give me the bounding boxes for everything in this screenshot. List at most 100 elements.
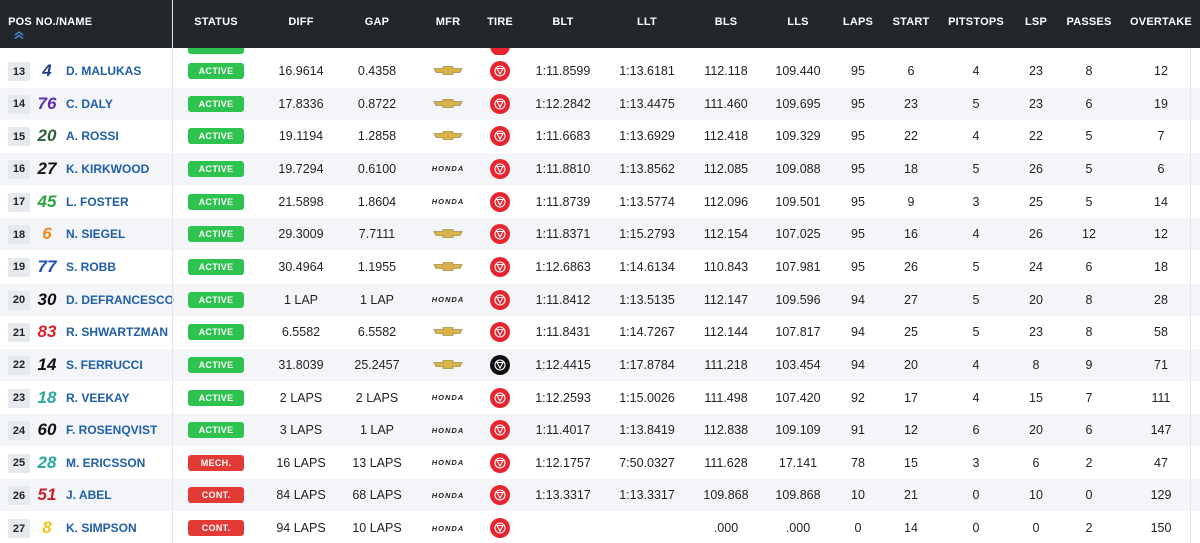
lls-value: 107.025 [775, 227, 821, 242]
laps-value: 95 [851, 129, 865, 144]
table-row[interactable]: 25 28 M. ERICSSON MECH. HONDA 16 LAPS 13 LAPS 1… [0, 447, 1200, 479]
col-bls[interactable]: BLS [714, 16, 738, 28]
driver-name-link[interactable]: L. FOSTER [66, 194, 129, 209]
table-row[interactable]: 20 30 D. DEFRANCESCO ACTIVE HONDA 1 LAP 1 LAP 1… [0, 283, 1200, 316]
lls-value: .000 [785, 521, 811, 536]
overtake-value: 150 [1150, 521, 1172, 536]
table-row[interactable]: 17 45 L. FOSTER ACTIVE HONDA 21.5898 1.8604 1:1… [0, 186, 1200, 218]
gap-value: 13 LAPS [352, 455, 402, 470]
lsp-value: 25 [1029, 194, 1043, 209]
tire-alternate-icon [490, 322, 510, 343]
car-number: 60 [37, 420, 57, 440]
position: 14 [8, 94, 30, 114]
col-llt[interactable]: LLT [637, 16, 657, 28]
position: 27 [8, 519, 30, 539]
table-row[interactable]: 16 27 K. KIRKWOOD ACTIVE HONDA 19.7294 0.6100 1… [0, 152, 1200, 185]
blt-value: 1:12.6863 [535, 259, 591, 274]
status-badge: ACTIVE [188, 291, 244, 308]
table-row[interactable]: 22 14 S. FERRUCCI ACTIVE 31.8039 25.2457 1:12.… [0, 348, 1200, 381]
pitstops-value: 4 [972, 129, 980, 144]
passes-value: 7 [1085, 390, 1093, 405]
col-status[interactable]: STATUS [194, 16, 238, 28]
blt-value: 1:11.8371 [535, 227, 591, 242]
blt-value: 1:11.8412 [535, 292, 591, 307]
col-passes[interactable]: PASSES [1066, 16, 1112, 28]
diff-value: 6.5582 [281, 325, 321, 340]
col-tire[interactable]: TIRE [487, 16, 513, 28]
col-gap[interactable]: GAP [364, 16, 390, 28]
manufacturer-cell: HONDA [420, 284, 476, 316]
driver-name-link[interactable]: D. MALUKAS [66, 64, 142, 78]
diff-value: 2 LAPS [279, 390, 323, 405]
laps-value: 95 [851, 194, 865, 209]
overtake-value: 19 [1154, 96, 1168, 111]
blt-value: 1:11.8599 [535, 64, 591, 78]
col-start[interactable]: START [892, 16, 930, 28]
col-blt[interactable]: BLT [552, 16, 574, 28]
driver-name-link[interactable]: D. DEFRANCESCO [66, 292, 175, 307]
driver-name-link[interactable]: J. ABEL [66, 488, 112, 503]
status-badge [188, 48, 244, 54]
manufacturer-cell: HONDA [420, 186, 476, 218]
col-no-name[interactable]: NO./NAME [35, 16, 93, 28]
lsp-value: 15 [1029, 390, 1043, 405]
position: 23 [8, 388, 30, 408]
gap-value: 2 LAPS [355, 390, 399, 405]
table-row[interactable]: 19 77 S. ROBB ACTIVE 30.4964 1.1955 1:12.6863 1… [0, 251, 1200, 283]
pitstops-value: 4 [972, 390, 980, 405]
blt-value [528, 512, 598, 543]
driver-name-link[interactable]: A. ROSSI [66, 129, 119, 144]
passes-value: 8 [1085, 325, 1093, 340]
chevron-double-up-icon[interactable] [14, 31, 24, 39]
diff-value: 21.5898 [278, 194, 324, 209]
lls-value: 109.440 [775, 64, 821, 78]
gap-value: 1.2858 [357, 129, 397, 144]
table-row[interactable]: 23 18 R. VEEKAY ACTIVE HONDA 2 LAPS 2 LAPS 1:12… [0, 382, 1200, 414]
col-diff[interactable]: DIFF [288, 16, 314, 28]
overtake-value: 12 [1154, 227, 1168, 242]
status-badge: ACTIVE [188, 356, 244, 373]
table-row[interactable]: 14 76 C. DALY ACTIVE 17.8336 0.8722 1:12.2842 1… [0, 87, 1200, 120]
position: 20 [8, 290, 30, 310]
col-pos[interactable]: POS [8, 16, 32, 28]
driver-name-link[interactable]: K. KIRKWOOD [66, 161, 150, 176]
col-lsp[interactable]: LSP [1025, 16, 1047, 28]
overtake-value: 58 [1154, 325, 1168, 340]
col-pitstops[interactable]: PITSTOPS [948, 16, 1004, 28]
driver-name-link[interactable]: K. SIMPSON [66, 521, 137, 536]
honda-logo: HONDA [431, 197, 465, 207]
bls-value: 112.144 [703, 325, 749, 340]
driver-name-link[interactable]: R. SHWARTZMAN [66, 325, 168, 340]
gap-value: 6.5582 [357, 325, 397, 340]
driver-name-link[interactable]: N. SIEGEL [66, 227, 126, 242]
table-row[interactable]: 18 6 N. SIEGEL ACTIVE 29.3009 7.7111 1:11.8371… [0, 218, 1200, 251]
table-row[interactable]: 26 51 J. ABEL CONT. HONDA 84 LAPS 68 LAPS 1:13.… [0, 479, 1200, 512]
table-row[interactable]: 15 20 A. ROSSI ACTIVE 19.1194 1.2858 1:11.6683… [0, 120, 1200, 152]
driver-name-link[interactable]: R. VEEKAY [66, 390, 130, 405]
table-row[interactable]: 13 4 D. MALUKAS ACTIVE 16.9614 0.4358 1:11.859… [0, 55, 1200, 87]
driver-name-link[interactable]: S. FERRUCCI [66, 357, 143, 372]
chevrolet-logo-icon [433, 129, 463, 143]
table-row[interactable]: 27 8 K. SIMPSON CONT. HONDA 94 LAPS 10 LAPS .00… [0, 512, 1200, 543]
bls-value: 112.838 [703, 423, 749, 438]
driver-name-link[interactable]: C. DALY [66, 96, 113, 111]
lls-value: 109.109 [775, 423, 821, 438]
pitstops-value: 5 [972, 325, 980, 340]
start-value: 25 [904, 325, 918, 340]
table-row[interactable]: 21 83 R. SHWARTZMAN ACTIVE 6.5582 6.5582 1:11.… [0, 316, 1200, 348]
laps-value: 95 [851, 161, 865, 176]
driver-name-link[interactable]: S. ROBB [66, 259, 117, 274]
col-lls[interactable]: LLS [787, 16, 809, 28]
col-laps[interactable]: LAPS [842, 16, 874, 28]
lls-value: 109.088 [775, 161, 821, 176]
driver-name-link[interactable]: F. ROSENQVIST [66, 423, 158, 438]
gap-value: 25.2457 [354, 357, 400, 372]
col-mfr[interactable]: MFR [435, 16, 461, 28]
tire-alternate-icon [490, 224, 510, 245]
tire-cell [480, 55, 520, 87]
col-overtake[interactable]: OVERTAKE [1130, 16, 1192, 28]
driver-name-link[interactable]: M. ERICSSON [66, 455, 146, 470]
llt-value: 7:50.0327 [619, 455, 675, 470]
table-row[interactable]: 24 60 F. ROSENQVIST ACTIVE HONDA 3 LAPS 1 LAP 1… [0, 414, 1200, 447]
